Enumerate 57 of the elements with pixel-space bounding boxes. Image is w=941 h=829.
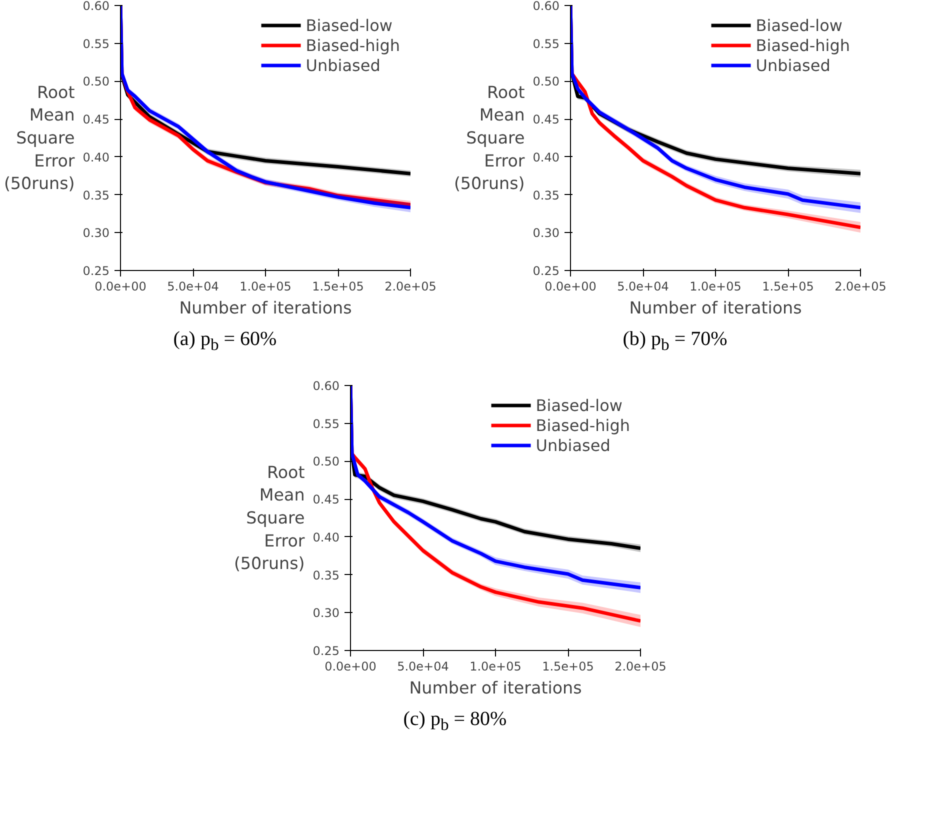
- y-tick-label: 0.40: [312, 530, 340, 544]
- x-tick-label: 1.0e+05: [690, 280, 742, 294]
- y-axis-title: Root Mean Square Error (50runs): [4, 82, 76, 194]
- x-tick-label: 1.5e+05: [312, 280, 364, 294]
- y-tick-label: 0.35: [312, 568, 340, 582]
- legend-label: Biased-low: [536, 396, 622, 414]
- legend-label: Biased-low: [756, 16, 842, 34]
- y-tick-label: 0.45: [312, 492, 340, 507]
- y-tick-label: 0.30: [532, 226, 560, 240]
- x-tick-label: 0.0e+00: [324, 660, 376, 674]
- x-tick-label: 1.5e+05: [542, 660, 594, 674]
- y-tick-label: 0.35: [532, 188, 560, 202]
- y-tick-label: 0.25: [82, 264, 110, 278]
- x-axis-title: Number of iterations: [179, 298, 352, 318]
- x-tick-label: 5.0e+04: [167, 280, 219, 294]
- y-tick-label: 0.35: [82, 188, 110, 202]
- y-tick-label: 0.60: [532, 0, 560, 13]
- y-tick-label: 0.55: [532, 36, 560, 51]
- x-axis-title: Number of iterations: [409, 678, 582, 698]
- y-tick-label: 0.40: [82, 150, 110, 164]
- y-tick-label: 0.50: [82, 74, 110, 89]
- y-tick-label: 0.30: [82, 226, 110, 240]
- y-axis-title: Root Mean Square Error (50runs): [454, 82, 526, 194]
- y-tick-label: 0.60: [312, 379, 340, 393]
- y-tick-label: 0.50: [532, 74, 560, 89]
- x-tick-label: 2.0e+05: [384, 280, 436, 294]
- x-tick-label: 0.0e+00: [94, 280, 146, 294]
- y-tick-label: 0.50: [312, 454, 340, 469]
- legend-label: Biased-high: [306, 36, 400, 54]
- y-tick-label: 0.55: [82, 36, 110, 51]
- x-tick-label: 5.0e+04: [397, 660, 449, 674]
- x-tick-label: 5.0e+04: [617, 280, 669, 294]
- x-tick-label: 1.0e+05: [240, 280, 292, 294]
- y-tick-label: 0.25: [312, 644, 340, 658]
- legend-label: Biased-high: [756, 36, 850, 54]
- legend-label: Unbiased: [756, 56, 830, 74]
- x-tick-label: 2.0e+05: [614, 660, 666, 674]
- y-tick-label: 0.60: [82, 0, 110, 13]
- y-tick-label: 0.45: [532, 112, 560, 127]
- x-tick-label: 2.0e+05: [834, 280, 886, 294]
- legend-label: Biased-low: [306, 16, 392, 34]
- y-tick-label: 0.45: [82, 112, 110, 127]
- x-tick-label: 1.5e+05: [762, 280, 814, 294]
- x-tick-label: 1.0e+05: [470, 660, 522, 674]
- text: (c) p$_{b}$ = 80%: [402, 707, 508, 736]
- text: (b) p$_{b}$ = 70%: [622, 327, 728, 356]
- y-tick-label: 0.55: [312, 416, 340, 431]
- y-tick-label: 0.25: [532, 264, 560, 278]
- y-tick-label: 0.30: [312, 606, 340, 620]
- legend-label: Unbiased: [306, 56, 380, 74]
- y-tick-label: 0.40: [532, 150, 560, 164]
- legend-label: Biased-high: [536, 416, 630, 434]
- text: (a) p$_{b}$ = 60%: [172, 327, 278, 356]
- x-tick-label: 0.0e+00: [544, 280, 596, 294]
- legend-label: Unbiased: [536, 436, 610, 454]
- x-axis-title: Number of iterations: [629, 298, 802, 318]
- y-axis-title: Root Mean Square Error (50runs): [234, 462, 306, 574]
